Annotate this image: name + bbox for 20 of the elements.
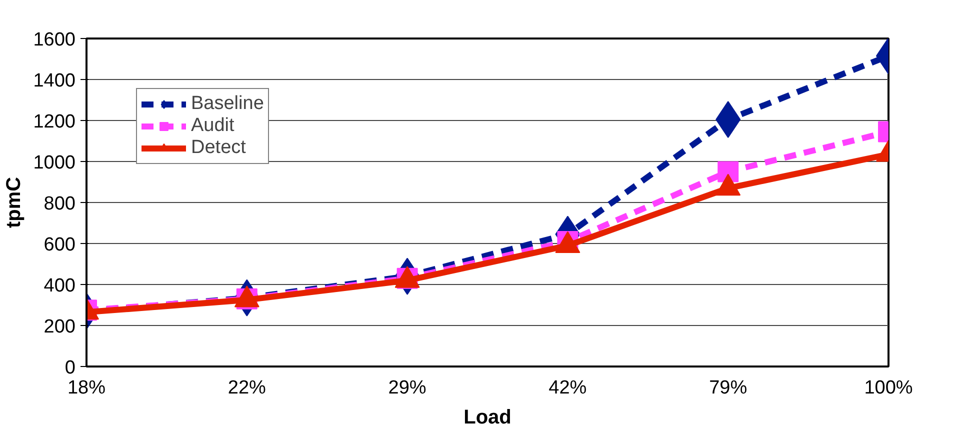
y-tick-label: 1400 (33, 70, 76, 92)
y-tick-label: 1600 (33, 30, 76, 50)
legend-label: Detect (191, 137, 246, 159)
x-tick-label: 100% (864, 378, 913, 398)
x-axis-title: Load (464, 406, 512, 428)
y-tick-label: 200 (44, 316, 76, 338)
x-tick-label: 42% (548, 378, 587, 398)
y-tick-label: 800 (44, 194, 76, 214)
y-tick-label: 400 (44, 276, 76, 296)
y-tick-label: 1200 (33, 112, 76, 132)
legend-label: Baseline (191, 93, 264, 115)
x-tick-label: 79% (709, 378, 748, 398)
y-tick-label: 0 (64, 358, 76, 378)
x-tick-label: 18% (67, 378, 106, 398)
y-axis-title: tpmC (3, 176, 26, 228)
legend-label: Audit (191, 115, 234, 137)
x-tick-label: 22% (228, 378, 266, 398)
x-tick-label: 29% (388, 378, 426, 398)
y-tick-label: 600 (44, 234, 76, 256)
y-tick-label: 1000 (33, 152, 76, 174)
